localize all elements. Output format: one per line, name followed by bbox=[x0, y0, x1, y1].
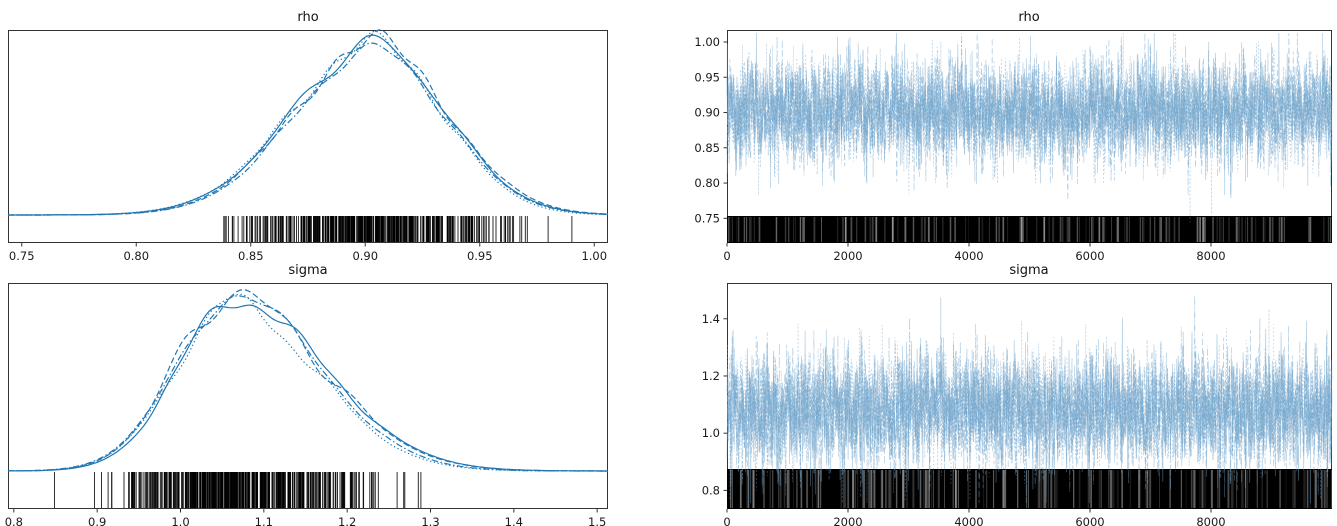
trace-chain-3 bbox=[726, 32, 1333, 196]
sigma-trace-axes: sigma 0 2000 4000 6000 8000 0.8 1.0 1.2 1.4 bbox=[702, 263, 1333, 526]
rug-samples bbox=[54, 472, 422, 508]
x-tick-label: 2000 bbox=[833, 515, 862, 526]
kde-curves bbox=[8, 29, 609, 216]
y-tick-label: 1.0 bbox=[702, 426, 720, 440]
sigma-trace-title: sigma bbox=[1009, 263, 1048, 278]
axes-frame bbox=[8, 30, 608, 243]
y-tick-label: 0.95 bbox=[694, 70, 720, 84]
sigma-density-axes: sigma 0.8 0.9 1.0 1.1 1.2 1.3 1.4 1.5 bbox=[5, 263, 608, 526]
kde-chain-0 bbox=[8, 34, 608, 216]
x-tick-label: 8000 bbox=[1196, 515, 1225, 526]
x-tick-label: 0 bbox=[723, 249, 730, 263]
y-tick-label: 0.75 bbox=[694, 211, 720, 225]
x-tick-label: 0.90 bbox=[352, 249, 378, 263]
y-ticks: 0.75 0.80 0.85 0.90 0.95 1.00 bbox=[694, 35, 727, 225]
x-ticks: 0 2000 4000 6000 8000 bbox=[723, 509, 1226, 526]
x-tick-label: 1.00 bbox=[581, 249, 607, 263]
kde-curves bbox=[8, 289, 608, 472]
y-tick-label: 0.80 bbox=[694, 176, 720, 190]
rug-band bbox=[727, 469, 1332, 509]
y-tick-label: 0.90 bbox=[694, 106, 720, 120]
x-tick-label: 1.1 bbox=[255, 515, 273, 526]
kde-chain-3 bbox=[8, 42, 608, 216]
x-tick-label: 8000 bbox=[1196, 249, 1225, 263]
rho-density-axes: rho 0.75 0.80 0.85 0.90 0.95 1.00 bbox=[8, 10, 609, 263]
x-tick-label: 0.80 bbox=[123, 249, 149, 263]
x-tick-label: 1.5 bbox=[588, 515, 606, 526]
x-tick-label: 0.85 bbox=[238, 249, 264, 263]
x-tick-label: 6000 bbox=[1075, 515, 1104, 526]
rho-trace-title: rho bbox=[1018, 10, 1039, 25]
kde-chain-2 bbox=[8, 30, 609, 216]
y-ticks: 0.8 1.0 1.2 1.4 bbox=[702, 312, 727, 497]
x-tick-label: 2000 bbox=[833, 249, 862, 263]
x-tick-label: 0.75 bbox=[9, 249, 35, 263]
x-ticks: 0 2000 4000 6000 8000 bbox=[723, 243, 1226, 263]
x-ticks: 0.75 0.80 0.85 0.90 0.95 1.00 bbox=[9, 243, 607, 263]
kde-chain-3 bbox=[8, 295, 608, 472]
rug-band bbox=[727, 216, 1332, 243]
x-tick-label: 1.0 bbox=[171, 515, 189, 526]
kde-chain-2 bbox=[8, 293, 608, 472]
x-tick-label: 1.4 bbox=[505, 515, 523, 526]
y-tick-label: 1.4 bbox=[702, 312, 720, 326]
sigma-density-title: sigma bbox=[288, 263, 327, 278]
x-tick-label: 6000 bbox=[1075, 249, 1104, 263]
trace-chains bbox=[726, 32, 1333, 223]
axes-frame bbox=[8, 283, 608, 509]
x-tick-label: 0.9 bbox=[88, 515, 106, 526]
rho-trace-axes: rho 0 2000 4000 6000 8000 0.75 0.80 0.85 0.90 0.9… bbox=[694, 10, 1333, 263]
x-ticks: 0.8 0.9 1.0 1.1 1.2 1.3 1.4 1.5 bbox=[5, 509, 606, 526]
y-tick-label: 1.2 bbox=[702, 369, 720, 383]
trace-chains bbox=[726, 295, 1333, 504]
x-tick-label: 4000 bbox=[954, 515, 983, 526]
kde-chain-1 bbox=[8, 29, 609, 216]
y-tick-label: 0.85 bbox=[694, 141, 720, 155]
x-tick-label: 0 bbox=[723, 515, 730, 526]
kde-chain-1 bbox=[8, 289, 608, 472]
x-tick-label: 1.3 bbox=[421, 515, 439, 526]
rug-samples bbox=[223, 216, 573, 242]
x-tick-label: 1.2 bbox=[338, 515, 356, 526]
x-tick-label: 0.95 bbox=[467, 249, 493, 263]
rho-density-title: rho bbox=[297, 10, 318, 25]
x-tick-label: 4000 bbox=[954, 249, 983, 263]
x-tick-label: 0.8 bbox=[5, 515, 23, 526]
y-tick-label: 1.00 bbox=[694, 35, 720, 49]
kde-chain-0 bbox=[8, 304, 608, 472]
trace-chain-3 bbox=[726, 295, 1333, 504]
y-tick-label: 0.8 bbox=[702, 483, 720, 497]
